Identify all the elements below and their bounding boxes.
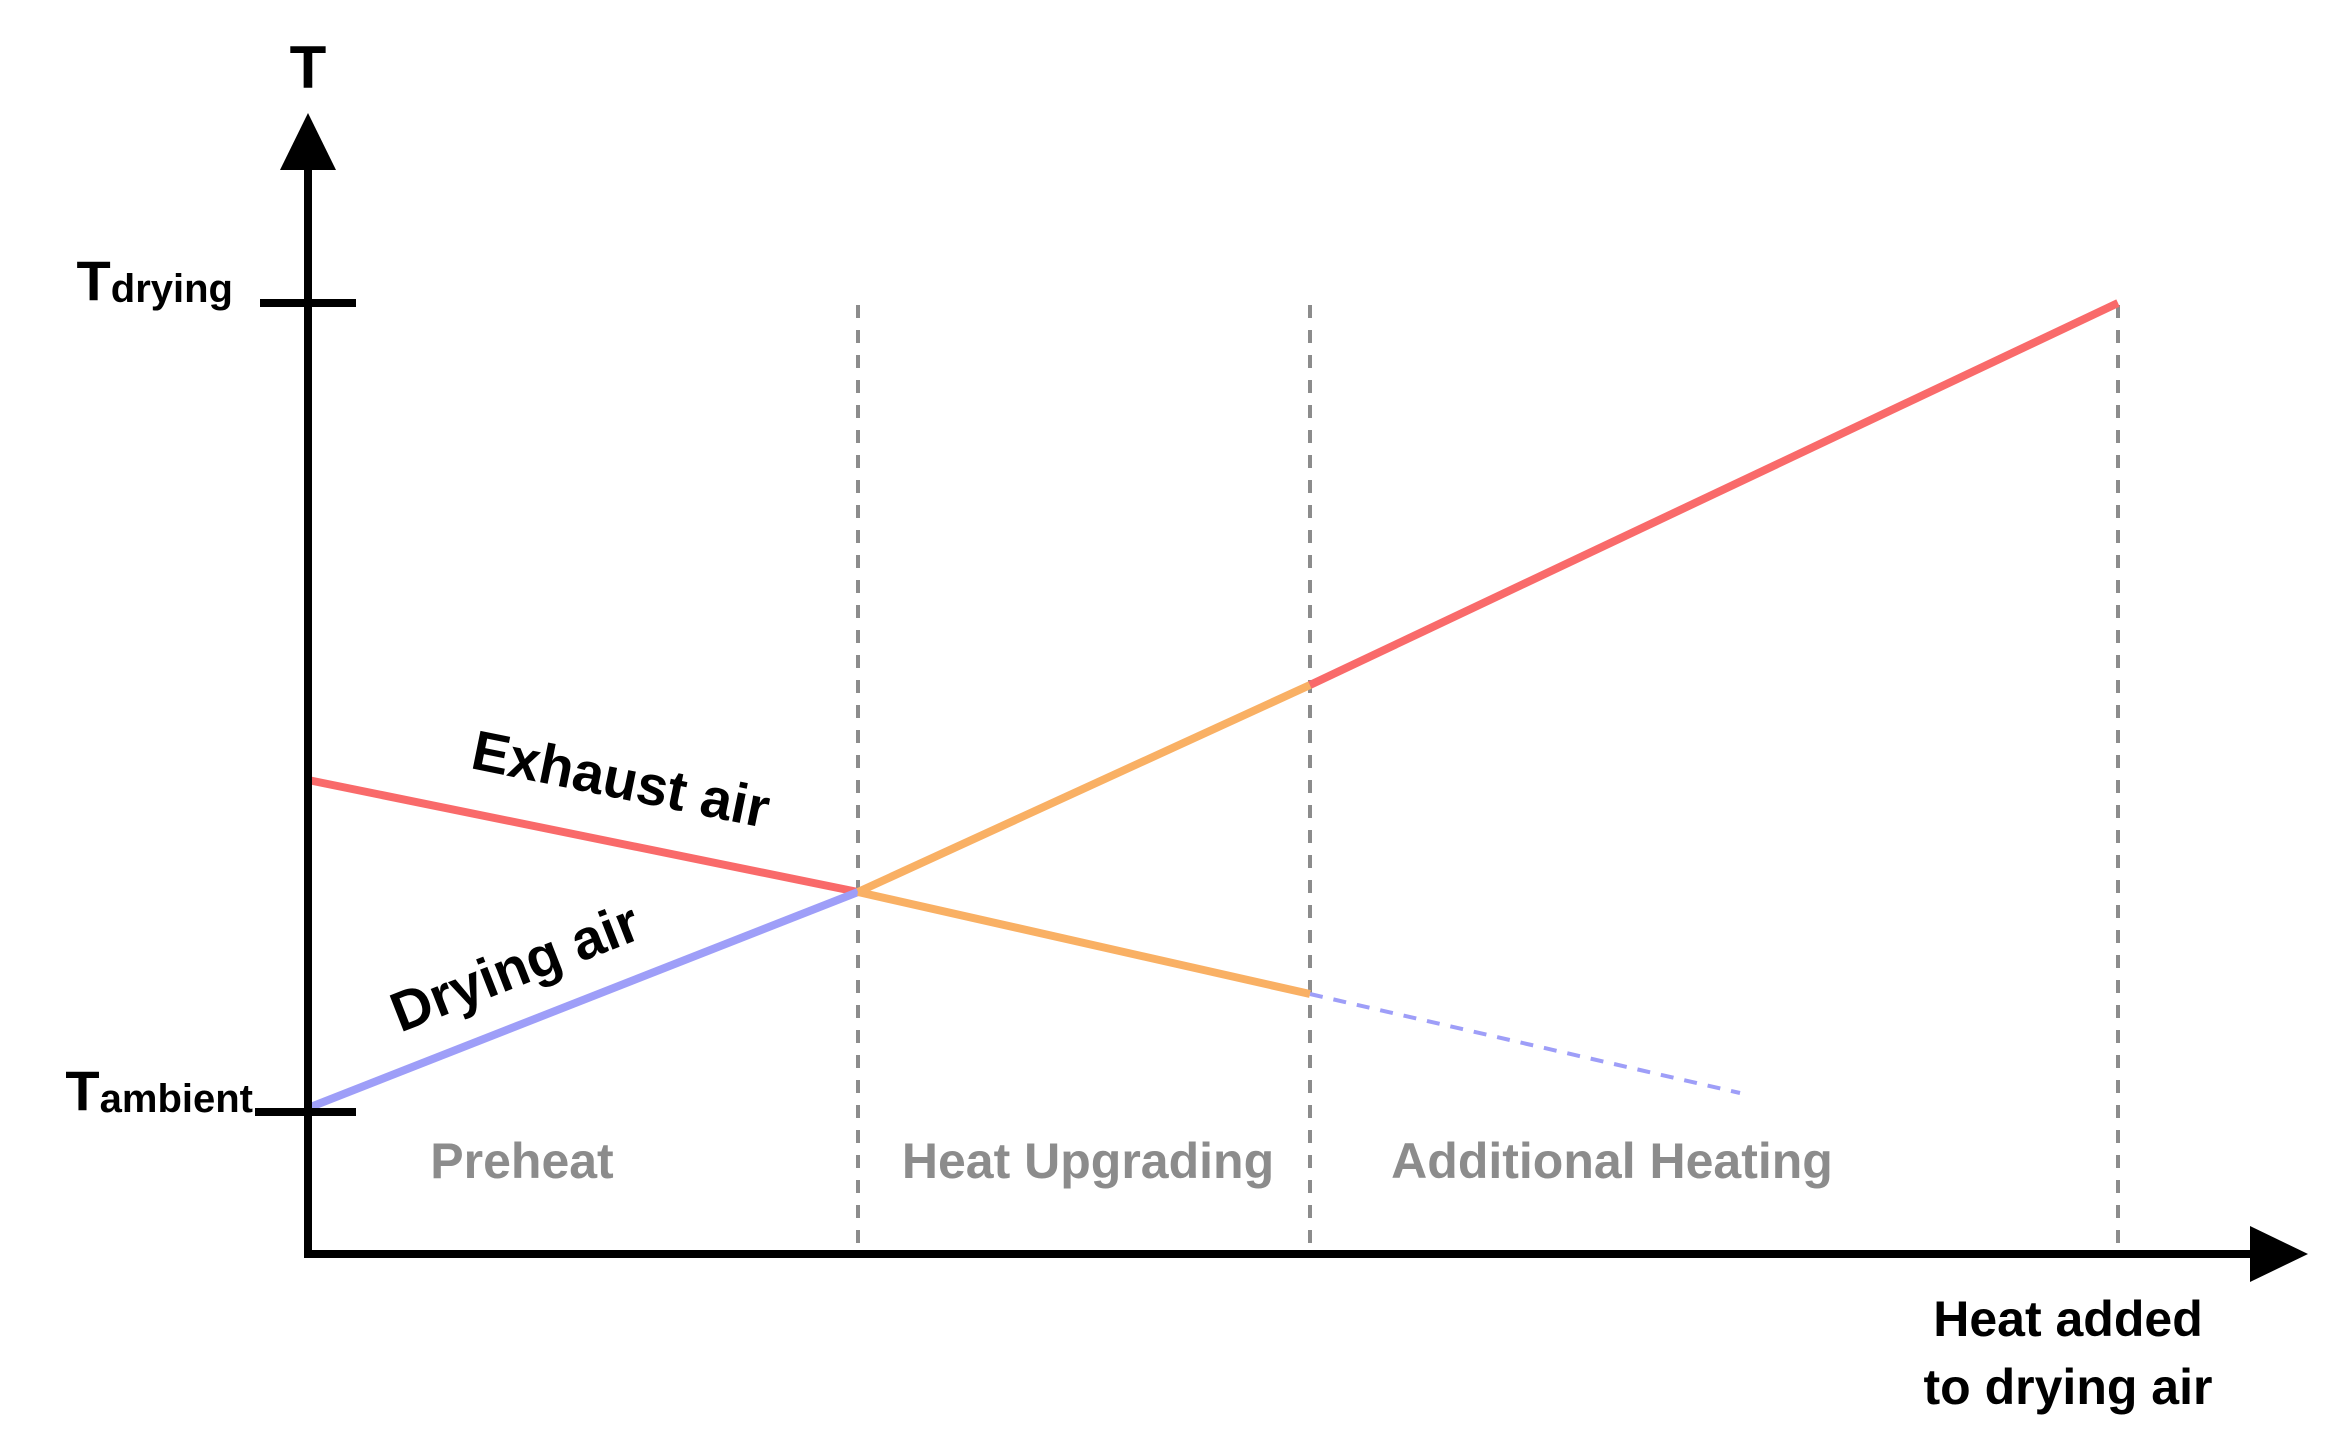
x-axis-label-line2: to drying air (1924, 1359, 2213, 1415)
curve-label-drying-air: Drying air (382, 890, 648, 1044)
tick-label-ambient-main: T (65, 1059, 99, 1122)
tick-label-drying-main: T (77, 249, 111, 312)
exhaust-continuation-dashed-line (1309, 992, 1741, 1095)
x-axis-arrowhead (2250, 1226, 2308, 1282)
region-label-preheat: Preheat (430, 1133, 614, 1189)
tick-label-ambient-sub: ambient (100, 1077, 253, 1121)
upgraded-drying-air-line (856, 681, 1312, 896)
tick-label-drying: Tdrying (77, 249, 233, 312)
x-axis-label-line1: Heat added (1933, 1291, 2203, 1347)
tick-label-ambient: Tambient (65, 1059, 253, 1122)
y-axis-arrowhead (280, 113, 336, 170)
tick-label-drying-sub: drying (111, 267, 233, 311)
exhaust-air-line (307, 776, 859, 896)
heated-drying-air-line (1308, 299, 2120, 689)
drying-air-line (306, 888, 860, 1112)
cooled-exhaust-air-line (857, 888, 1311, 998)
region-label-heat-upgrading: Heat Upgrading (902, 1133, 1274, 1189)
region-label-additional-heating: Additional Heating (1391, 1133, 1833, 1189)
y-axis-label: T (290, 34, 327, 101)
